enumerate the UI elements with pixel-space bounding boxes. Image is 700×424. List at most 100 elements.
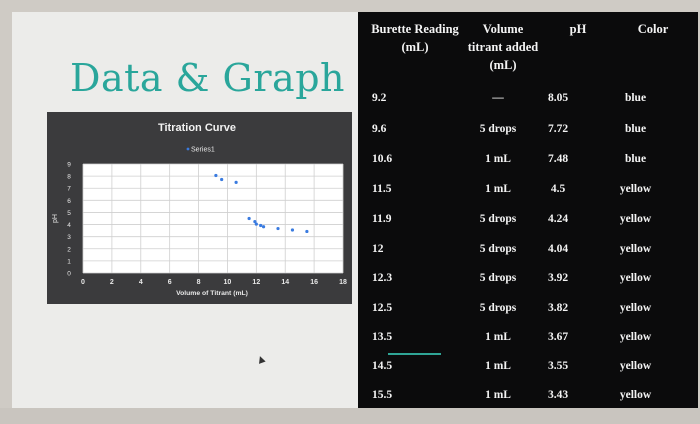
plot-area [83, 164, 343, 273]
table-cell-volume: 1 mL [485, 183, 511, 195]
x-tick-label: 12 [252, 279, 260, 286]
x-tick-label: 2 [110, 279, 114, 286]
data-point [253, 220, 257, 224]
table-cell-volume: 5 drops [479, 123, 517, 135]
y-tick-label: 2 [67, 246, 71, 253]
header-volume-line3: (mL) [489, 58, 517, 72]
data-point [234, 180, 238, 185]
x-tick-label: 4 [139, 279, 143, 286]
y-tick-label: 5 [67, 210, 71, 217]
data-point [276, 226, 280, 231]
table-cell-ph: 3.43 [547, 389, 569, 401]
data-point [214, 173, 218, 178]
table-cell-reading: 9.2 [372, 92, 387, 104]
table-cell-color: yellow [619, 302, 652, 314]
table-cell-ph: 3.92 [547, 272, 569, 284]
table-cell-color: blue [624, 153, 647, 165]
table-cell-reading: 10.6 [372, 153, 393, 165]
table-cell-reading: 11.9 [372, 213, 392, 225]
table-cell-ph: 4.04 [547, 243, 569, 255]
table-cell-volume: 1 mL [485, 331, 511, 343]
header-color: Color [628, 20, 678, 38]
slide-title: Data & Graph [70, 56, 346, 100]
x-tick-label: 6 [168, 279, 172, 286]
x-tick-label: 10 [224, 279, 232, 286]
table-cell-color: yellow [619, 331, 652, 343]
y-tick-label: 4 [67, 222, 71, 229]
table-cell-color: blue [624, 123, 647, 135]
table-cell-volume: 1 mL [485, 360, 511, 372]
table-cell-volume: 5 drops [479, 302, 517, 314]
data-table: Burette Reading (mL) Volume titrant adde… [358, 12, 698, 408]
header-ph: pH [558, 20, 598, 38]
slide-panel: Data & Graph 0 2 4 6 8 10 12 14 16 18 0 1 2 3 4 5 6 7 8 9 Ti… [12, 12, 358, 408]
header-ph-text: pH [569, 22, 587, 36]
header-volume-line2: titrant added [467, 40, 539, 54]
table-cell-ph: 7.72 [547, 123, 569, 135]
x-tick-label: 8 [197, 279, 201, 286]
data-point [259, 223, 263, 228]
table-cell-color: yellow [619, 243, 652, 255]
y-tick-label: 0 [67, 271, 71, 278]
table-cell-ph: 8.05 [547, 92, 569, 104]
y-tick-label: 9 [67, 162, 71, 169]
table-cell-volume: 1 mL [485, 153, 511, 165]
table-cell-ph: 3.82 [547, 302, 569, 314]
header-burette-reading: Burette Reading (mL) [370, 20, 460, 56]
table-cell-color: yellow [619, 272, 652, 284]
legend-label: Series1 [191, 147, 215, 154]
chart-title: Titration Curve [158, 122, 236, 134]
table-cell-reading: 12.3 [372, 272, 393, 284]
table-cell-ph: 3.67 [547, 331, 569, 343]
table-cell-reading: 15.5 [372, 389, 393, 401]
table-cell-color: yellow [619, 360, 652, 372]
table-cell-reading: 12.5 [372, 302, 393, 314]
table-cell-volume: 1 mL [485, 389, 511, 401]
data-point [220, 177, 224, 182]
table-cell-ph: 4.5 [550, 183, 566, 195]
y-tick-label: 7 [67, 186, 71, 193]
table-cell-color: yellow [619, 183, 652, 195]
x-tick-label: 0 [81, 279, 85, 286]
data-point [261, 225, 266, 229]
table-cell-reading: 9.6 [372, 123, 387, 135]
header-volume: Volume titrant added (mL) [458, 20, 548, 74]
y-tick-label: 3 [67, 234, 71, 241]
y-tick-label: 1 [67, 258, 71, 265]
table-cell-volume: 5 drops [479, 272, 517, 284]
y-tick-label: 6 [67, 198, 71, 205]
y-tick-label: 8 [67, 174, 71, 181]
screen-bezel [0, 408, 700, 424]
header-color-text: Color [637, 22, 669, 36]
table-cell-ph: 3.55 [547, 360, 569, 372]
table-cell-volume: 5 drops [479, 213, 517, 225]
table-cell-reading: 13.5 [372, 331, 393, 343]
data-point [290, 228, 295, 232]
y-axis-label: pH [52, 214, 59, 223]
table-cell-color: yellow [619, 213, 652, 225]
data-point [254, 222, 258, 226]
table-cell-color: yellow [619, 389, 652, 401]
table-cell-reading: 12 [372, 243, 384, 255]
data-point [305, 229, 309, 234]
mouse-pointer-icon: ▲ [252, 350, 269, 368]
annotation-line [388, 353, 441, 355]
header-burette-reading-line2: (mL) [401, 40, 429, 54]
table-cell-volume: 5 drops [479, 243, 517, 255]
x-tick-label: 14 [281, 279, 289, 286]
table-cell-reading: 14.5 [372, 360, 393, 372]
x-tick-label: 16 [310, 279, 318, 286]
header-burette-reading-line1: Burette Reading [371, 22, 459, 36]
table-cell-ph: 4.24 [547, 213, 569, 225]
table-cell-color: blue [624, 92, 647, 104]
x-axis-label: Volume of Titrant (mL) [176, 290, 248, 297]
table-cell-volume: — [492, 92, 504, 104]
legend-marker [186, 147, 190, 151]
table-cell-ph: 7.48 [547, 153, 569, 165]
x-tick-label: 18 [339, 279, 347, 286]
data-point [247, 216, 251, 221]
table-cell-reading: 11.5 [372, 183, 392, 195]
header-volume-line1: Volume [482, 22, 524, 36]
titration-chart: 0 2 4 6 8 10 12 14 16 18 0 1 2 3 4 5 6 7 8 9 Titration Curve… [47, 112, 352, 304]
